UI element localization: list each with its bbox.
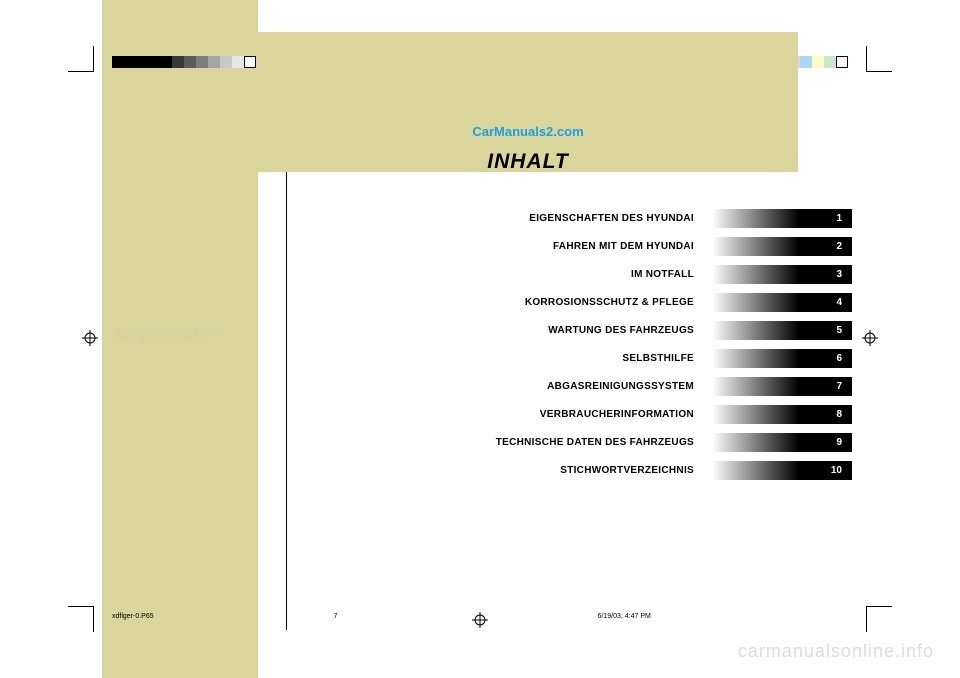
- site-watermark: CarManuals2.com: [472, 124, 583, 139]
- toc-section-number: 3: [836, 269, 842, 280]
- color-swatch: [196, 56, 208, 68]
- toc-label: IM NOTFALL: [631, 269, 694, 280]
- footer-page: 7: [334, 613, 338, 620]
- color-swatch: [232, 56, 244, 68]
- color-swatch: [812, 56, 824, 68]
- toc-row: STICHWORTVERZEICHNIS 10: [300, 456, 852, 484]
- color-swatch: [800, 56, 812, 68]
- registration-mark-icon: [862, 330, 878, 346]
- toc-section-number: 6: [836, 353, 842, 364]
- crop-mark-top-right: [866, 46, 892, 72]
- toc-section-badge: 1: [712, 209, 852, 228]
- toc-label: EIGENSCHAFTEN DES HYUNDAI: [529, 213, 694, 224]
- crop-mark-bottom-left: [68, 606, 94, 632]
- footer-filename: xdflger-0.P65: [112, 613, 154, 620]
- toc-row: SELBSTHILFE 6: [300, 344, 852, 372]
- toc-label: VERBRAUCHERINFORMATION: [540, 409, 694, 420]
- print-footer: xdflger-0.P65 7 6/19/03, 4:47 PM: [112, 613, 848, 620]
- toc-row: KORROSIONSSCHUTZ & PFLEGE 4: [300, 288, 852, 316]
- toc-section-number: 4: [836, 297, 842, 308]
- toc-row: TECHNISCHE DATEN DES FAHRZEUGS 9: [300, 428, 852, 456]
- toc-label: ABGASREINIGUNGSSYSTEM: [547, 381, 694, 392]
- toc-label: SELBSTHILFE: [622, 353, 694, 364]
- toc-row: IM NOTFALL 3: [300, 260, 852, 288]
- color-swatch: [172, 56, 184, 68]
- toc-section-number: 9: [836, 437, 842, 448]
- color-swatch: [244, 56, 256, 68]
- toc-section-number: 1: [836, 213, 842, 224]
- toc-row: FAHREN MIT DEM HYUNDAI 2: [300, 232, 852, 260]
- toc-section-badge: 8: [712, 405, 852, 424]
- toc-row: EIGENSCHAFTEN DES HYUNDAI 1: [300, 204, 852, 232]
- bottom-watermark: carmanualsonline.info: [738, 641, 934, 662]
- footer-datetime: 6/19/03, 4:47 PM: [598, 613, 651, 620]
- vertical-separator: [286, 172, 287, 630]
- toc-section-badge: 2: [712, 237, 852, 256]
- color-swatch: [184, 56, 196, 68]
- color-swatch: [112, 56, 124, 68]
- section-label: ABSCHNITT: [110, 324, 223, 345]
- toc-section-number: 2: [836, 241, 842, 252]
- crop-mark-bottom-right: [866, 606, 892, 632]
- toc-row: WARTUNG DES FAHRZEUGS 5: [300, 316, 852, 344]
- table-of-contents: EIGENSCHAFTEN DES HYUNDAI 1 FAHREN MIT DEM…: [300, 204, 852, 484]
- crop-mark-top-left: [68, 46, 94, 72]
- toc-section-number: 5: [836, 325, 842, 336]
- registration-mark-icon: [82, 330, 98, 346]
- toc-label: TECHNISCHE DATEN DES FAHRZEUGS: [496, 437, 694, 448]
- color-swatch: [836, 56, 848, 68]
- toc-row: VERBRAUCHERINFORMATION 8: [300, 400, 852, 428]
- toc-section-number: 10: [831, 465, 842, 476]
- color-swatch: [824, 56, 836, 68]
- toc-row: ABGASREINIGUNGSSYSTEM 7: [300, 372, 852, 400]
- color-swatch: [136, 56, 148, 68]
- color-swatch: [208, 56, 220, 68]
- toc-section-number: 7: [836, 381, 842, 392]
- toc-section-badge: 10: [712, 461, 852, 480]
- toc-label: KORROSIONSSCHUTZ & PFLEGE: [525, 297, 694, 308]
- toc-section-badge: 7: [712, 377, 852, 396]
- header-box: CarManuals2.com INHALT: [258, 32, 798, 172]
- toc-section-badge: 9: [712, 433, 852, 452]
- color-bar-grayscale: [112, 56, 256, 68]
- color-swatch: [220, 56, 232, 68]
- color-swatch: [148, 56, 160, 68]
- toc-section-badge: 4: [712, 293, 852, 312]
- toc-section-number: 8: [836, 409, 842, 420]
- color-swatch: [160, 56, 172, 68]
- color-swatch: [124, 56, 136, 68]
- toc-label: WARTUNG DES FAHRZEUGS: [548, 325, 694, 336]
- toc-section-badge: 5: [712, 321, 852, 340]
- toc-section-badge: 3: [712, 265, 852, 284]
- toc-section-badge: 6: [712, 349, 852, 368]
- toc-label: FAHREN MIT DEM HYUNDAI: [553, 241, 694, 252]
- toc-label: STICHWORTVERZEICHNIS: [560, 465, 694, 476]
- page-title: INHALT: [258, 150, 798, 174]
